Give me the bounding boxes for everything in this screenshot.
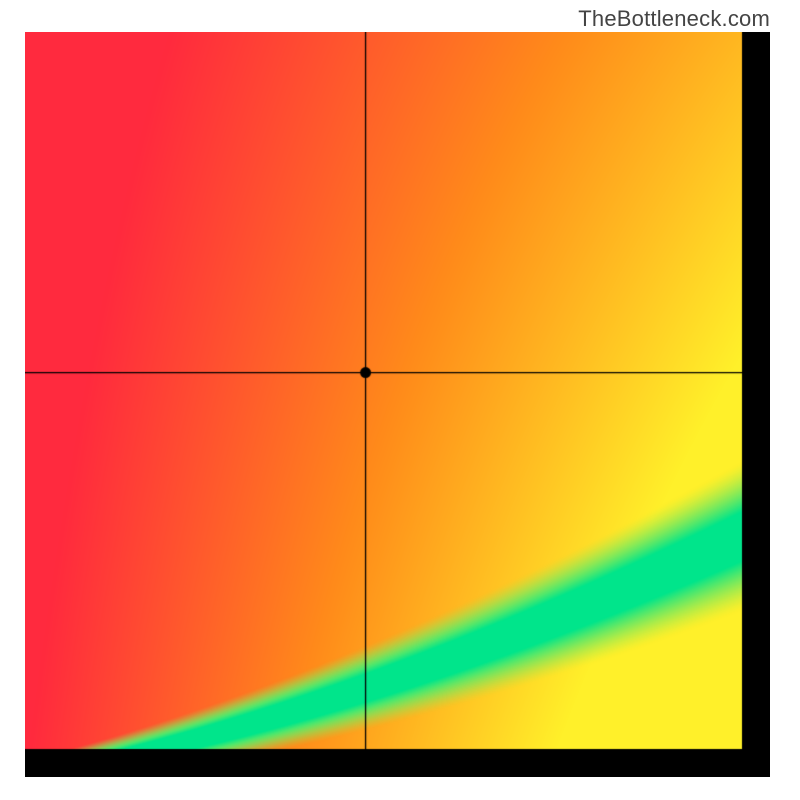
heatmap-canvas [25, 32, 770, 777]
chart-container: TheBottleneck.com [0, 0, 800, 800]
watermark-text: TheBottleneck.com [578, 6, 770, 32]
